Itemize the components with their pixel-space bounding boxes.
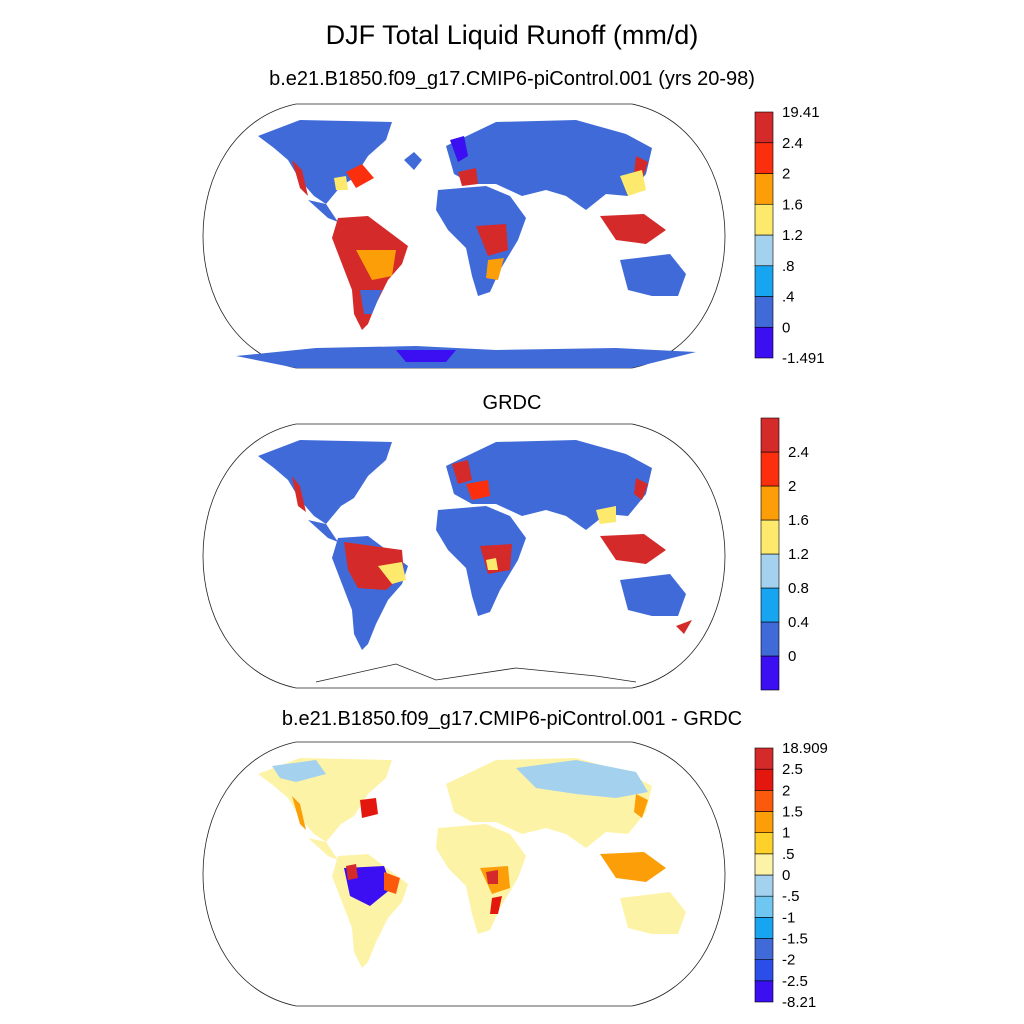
colorbar-box bbox=[760, 417, 780, 453]
colorbar-tick-label: 0.8 bbox=[788, 580, 809, 597]
panel-model-subtitle: b.e21.B1850.f09_g17.CMIP6-piControl.001 … bbox=[269, 68, 755, 90]
colorbar-box bbox=[754, 234, 774, 267]
colorbar-tick-label: .4 bbox=[782, 289, 795, 306]
panel-diff-map bbox=[202, 741, 726, 1007]
colorbar-tick-label: 2.5 bbox=[782, 761, 803, 778]
colorbar-box bbox=[754, 938, 774, 960]
colorbar-tick-label: 1.2 bbox=[782, 227, 803, 244]
colorbar-tick-label: .5 bbox=[782, 846, 795, 863]
colorbar-box bbox=[760, 621, 780, 657]
colorbar-tick-label: 2 bbox=[788, 478, 796, 495]
colorbar-tick-label: 0.4 bbox=[788, 614, 809, 631]
colorbar-tick-label: 0 bbox=[788, 648, 796, 665]
colorbar-box bbox=[760, 519, 780, 555]
colorbar-tick-label: 2 bbox=[782, 166, 790, 183]
colorbar-tick-label: 1.5 bbox=[782, 804, 803, 821]
colorbar-box bbox=[754, 747, 774, 770]
panel-model-map bbox=[202, 103, 726, 369]
land-layer bbox=[258, 758, 686, 968]
colorbar-box bbox=[754, 142, 774, 174]
colorbar-box bbox=[760, 451, 780, 487]
colorbar-box bbox=[754, 853, 774, 876]
colorbar-box bbox=[754, 111, 774, 144]
colorbar-tick-label: -.5 bbox=[782, 888, 800, 905]
colorbar-box bbox=[760, 655, 780, 691]
colorbar-tick-label: 2 bbox=[782, 782, 790, 799]
colorbar-box bbox=[754, 980, 774, 1003]
colorbar-tick-label: 19.41 bbox=[782, 104, 820, 121]
colorbar-box bbox=[754, 959, 774, 982]
colorbar-tick-label: 0 bbox=[782, 319, 790, 336]
colorbar-box bbox=[754, 895, 774, 918]
colorbar-tick-label: 18.909 bbox=[782, 740, 828, 757]
colorbar-box bbox=[754, 874, 774, 897]
panel-obs-map bbox=[202, 423, 726, 689]
colorbar-box bbox=[760, 485, 780, 521]
colorbar-tick-label: 2.4 bbox=[782, 135, 803, 152]
colorbar-box bbox=[760, 553, 780, 589]
colorbar-box bbox=[754, 265, 774, 297]
colorbar-tick-label: -8.21 bbox=[782, 994, 816, 1011]
colorbar-box bbox=[760, 587, 780, 623]
colorbar-tick-label: -1 bbox=[782, 909, 795, 926]
panel-diff-colorbar: -8.21 -2.5 -2 -1.5 -1 -.5 0 .5 1 1.5 2 2.5 18.909 bbox=[754, 740, 828, 1011]
colorbar-box bbox=[754, 811, 774, 833]
colorbar-box bbox=[754, 768, 774, 791]
colorbar-tick-label: -1.491 bbox=[782, 350, 825, 367]
land-layer bbox=[258, 440, 692, 650]
colorbar-tick-label: 1.6 bbox=[788, 512, 809, 529]
panel-model-colorbar: -1.491 0 .4 .8 1.2 1.6 2 2.4 19.41 bbox=[754, 104, 825, 367]
colorbar-tick-label: 1 bbox=[782, 825, 790, 842]
colorbar-box bbox=[754, 173, 774, 205]
colorbar-box bbox=[754, 917, 774, 939]
colorbar-tick-label: 1.6 bbox=[782, 196, 803, 213]
colorbar-tick-label: 0 bbox=[782, 867, 790, 884]
figure-title: DJF Total Liquid Runoff (mm/d) bbox=[325, 20, 699, 50]
panel-obs-subtitle: GRDC bbox=[482, 392, 542, 414]
colorbar-tick-label: -2 bbox=[782, 952, 795, 969]
colorbar-box bbox=[754, 296, 774, 328]
panel-obs-colorbar: 0 0.4 0.8 1.2 1.6 2 2.4 bbox=[760, 417, 809, 691]
land-layer bbox=[236, 120, 696, 368]
colorbar-tick-label: .8 bbox=[782, 258, 795, 275]
colorbar-box bbox=[754, 326, 774, 359]
colorbar-tick-label: 2.4 bbox=[788, 444, 809, 461]
colorbar-box bbox=[754, 790, 774, 812]
panel-diff-subtitle: b.e21.B1850.f09_g17.CMIP6-piControl.001 … bbox=[281, 708, 743, 730]
colorbar-tick-label: -2.5 bbox=[782, 973, 808, 990]
colorbar-tick-label: 1.2 bbox=[788, 546, 809, 563]
colorbar-box bbox=[754, 832, 774, 855]
colorbar-box bbox=[754, 203, 774, 236]
colorbar-tick-label: -1.5 bbox=[782, 931, 808, 948]
